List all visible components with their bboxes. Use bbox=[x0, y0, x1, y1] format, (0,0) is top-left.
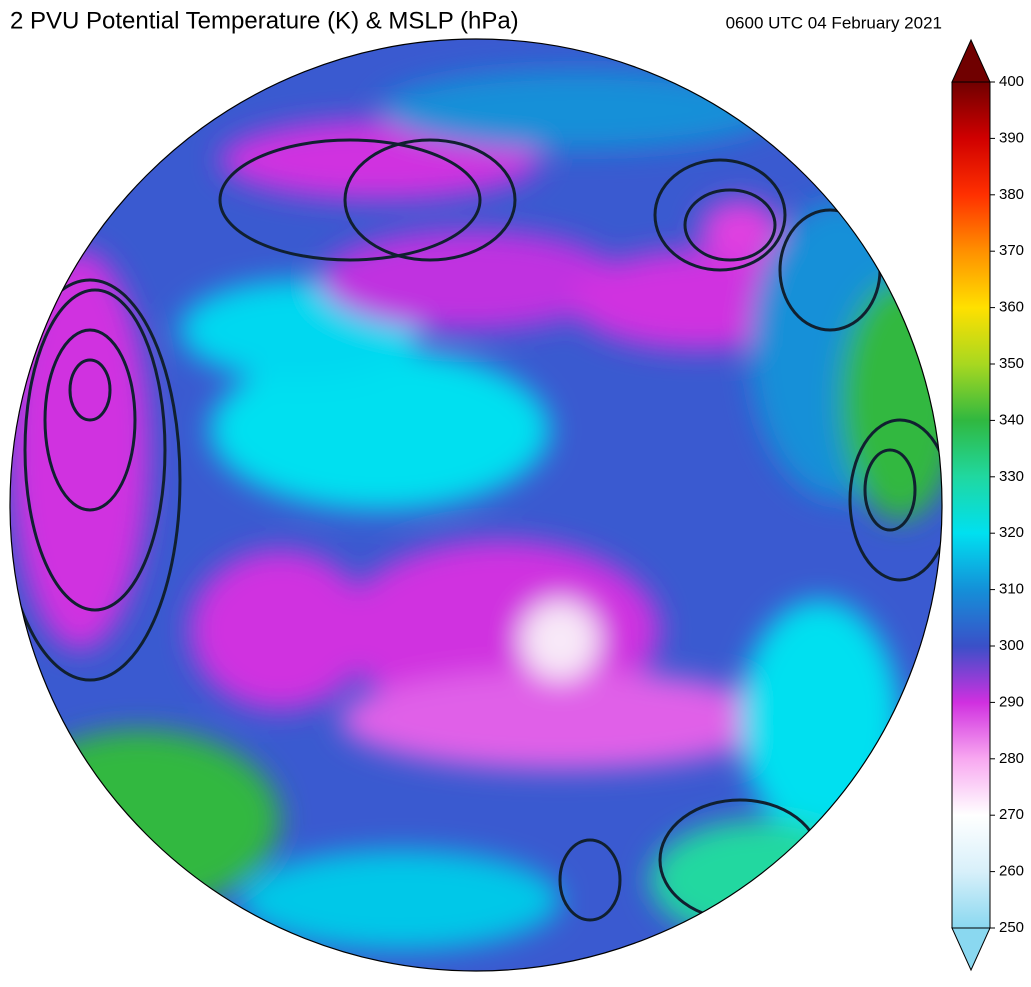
title: 2 PVU Potential Temperature (K) & MSLP (… bbox=[10, 7, 519, 34]
map bbox=[10, 39, 942, 971]
colorbar-tick-label: 340 bbox=[999, 411, 1024, 428]
colorbar-gradient bbox=[951, 81, 991, 929]
colorbar-tick-label: 400 bbox=[999, 73, 1024, 90]
colorbar-tick-label: 300 bbox=[999, 637, 1024, 654]
colorbar-tick-label: 270 bbox=[999, 806, 1024, 823]
colorbar-tick-label: 250 bbox=[999, 919, 1024, 936]
colorbar-tick-label: 310 bbox=[999, 581, 1024, 598]
colorbar-tick-label: 370 bbox=[999, 242, 1024, 259]
colorbar-tick-label: 380 bbox=[999, 186, 1024, 203]
colorbar-tick-label: 290 bbox=[999, 693, 1024, 710]
colorbar-tick-label: 350 bbox=[999, 355, 1024, 372]
colorbar-tick-label: 320 bbox=[999, 524, 1024, 541]
colorbar-tick-label: 390 bbox=[999, 129, 1024, 146]
colorbar-extend-max bbox=[951, 38, 991, 83]
colorbar-tick-label: 260 bbox=[999, 863, 1024, 880]
colorbar-tick-label: 330 bbox=[999, 468, 1024, 485]
globe-outline bbox=[9, 38, 943, 972]
colorbar-tick-label: 360 bbox=[999, 299, 1024, 316]
colorbar-tick-label: 280 bbox=[999, 750, 1024, 767]
timestamp: 0600 UTC 04 February 2021 bbox=[726, 13, 942, 32]
colorbar-extend-min bbox=[951, 927, 991, 972]
colorbar: 250 260 270 280 290 300 310 320 330 340 350 360 370 3… bbox=[951, 38, 1024, 972]
